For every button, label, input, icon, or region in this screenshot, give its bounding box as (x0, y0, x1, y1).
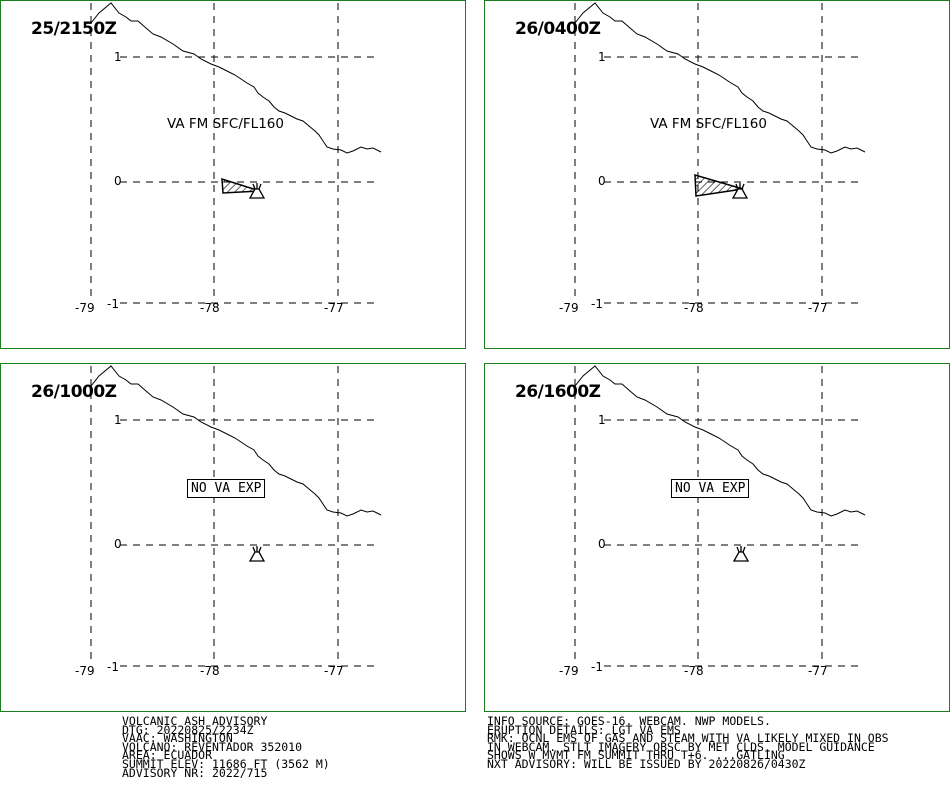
volcano-icon (732, 546, 750, 562)
lat-label-0: 0 (114, 537, 122, 551)
forecast-time: 25/2150Z (31, 19, 117, 39)
lat-label-1: 1 (598, 413, 606, 427)
map-canvas (574, 2, 866, 304)
lon-label-78: -78 (200, 301, 220, 315)
lat-lon-grid (90, 3, 379, 304)
advisory-line: RMK: OCNL EMS OF GAS AND STEAM WITH VA L… (487, 731, 889, 746)
lon-label-77: -77 (324, 664, 344, 678)
lon-label-79: -79 (75, 664, 95, 678)
lat-label-1: 1 (114, 50, 122, 64)
lat-label-0: 0 (598, 174, 606, 188)
no-ash-box: NO VA EXP (187, 479, 266, 498)
map-panel-1: 25/2150Z VA FM SFC/FL160 1 0 -1 -79 -78 … (0, 0, 466, 349)
advisory-line: INFO SOURCE: GOES-16. WEBCAM. NWP MODELS… (487, 714, 771, 728)
lat-label-1: 1 (114, 413, 122, 427)
lon-label-78: -78 (200, 664, 220, 678)
map-panel-2: 26/0400Z VA FM SFC/FL160 1 0 -1 -79 -78 … (484, 0, 950, 349)
lon-label-77: -77 (324, 301, 344, 315)
advisory-line: VOLCANIC ASH ADVISORY (122, 714, 268, 728)
coastline (90, 365, 382, 517)
advisory-header: VOLCANIC ASH ADVISORY DTG: 20220825/2234… (122, 714, 330, 780)
forecast-time: 26/1600Z (515, 382, 601, 402)
no-ash-box: NO VA EXP (671, 479, 750, 498)
advisory-line: AREA: ECUADOR (122, 748, 213, 763)
ash-cloud-polygon (694, 173, 744, 197)
lon-label-79: -79 (559, 664, 579, 678)
lat-lon-grid (574, 366, 863, 667)
advisory-line: SUMMIT ELEV: 11686 FT (3562 M) (122, 756, 330, 771)
lat-label-0: 0 (598, 537, 606, 551)
map-canvas (90, 365, 382, 667)
lat-label-minus1: -1 (107, 297, 119, 311)
volcano-icon (731, 183, 749, 199)
lat-label-minus1: -1 (107, 660, 119, 674)
lat-lon-grid (574, 3, 863, 304)
forecast-time: 26/1000Z (31, 382, 117, 402)
volcano-icon (248, 546, 266, 562)
volcano-icon (248, 183, 266, 199)
map-canvas (90, 2, 382, 304)
advisory-line: ERUPTION DETAILS: LGT VA EMS (487, 722, 681, 737)
lon-label-79: -79 (559, 301, 579, 315)
lat-label-1: 1 (598, 50, 606, 64)
advisory-line: VAAC: WASHINGTON (122, 731, 233, 746)
advisory-line: VOLCANO: REVENTADOR 352010 (122, 739, 303, 754)
advisory-line: IN WEBCAM. STLT IMAGERY OBSC BY MET CLDS… (487, 739, 875, 754)
advisory-line: ADVISORY NR: 2022/715 (122, 765, 268, 780)
coastline (90, 2, 382, 154)
ash-cloud-polygon (221, 177, 261, 194)
advisory-line: DTG: 20220825/2234Z (122, 722, 254, 737)
lon-label-79: -79 (75, 301, 95, 315)
lat-label-0: 0 (114, 174, 122, 188)
lat-lon-grid (90, 366, 379, 667)
advisory-line: SHOWS W MVMT FM SUMMIT THRU T+6. ...GATL… (487, 748, 785, 763)
ash-level-label: VA FM SFC/FL160 (167, 116, 284, 132)
lat-label-minus1: -1 (591, 297, 603, 311)
lon-label-77: -77 (808, 664, 828, 678)
lat-label-minus1: -1 (591, 660, 603, 674)
advisory-remarks: INFO SOURCE: GOES-16. WEBCAM. NWP MODELS… (487, 714, 889, 771)
map-panel-3: 26/1000Z NO VA EXP 1 0 -1 -79 -78 -77 (0, 363, 466, 712)
forecast-time: 26/0400Z (515, 19, 601, 39)
ash-level-label: VA FM SFC/FL160 (650, 116, 767, 132)
map-canvas (574, 365, 866, 667)
lon-label-77: -77 (808, 301, 828, 315)
map-panel-4: 26/1600Z NO VA EXP 1 0 -1 -79 -78 -77 (484, 363, 950, 712)
advisory-line: NXT ADVISORY: WILL BE ISSUED BY 20220826… (487, 756, 806, 771)
lon-label-78: -78 (684, 301, 704, 315)
coastline (574, 2, 866, 154)
lon-label-78: -78 (684, 664, 704, 678)
coastline (574, 365, 866, 517)
